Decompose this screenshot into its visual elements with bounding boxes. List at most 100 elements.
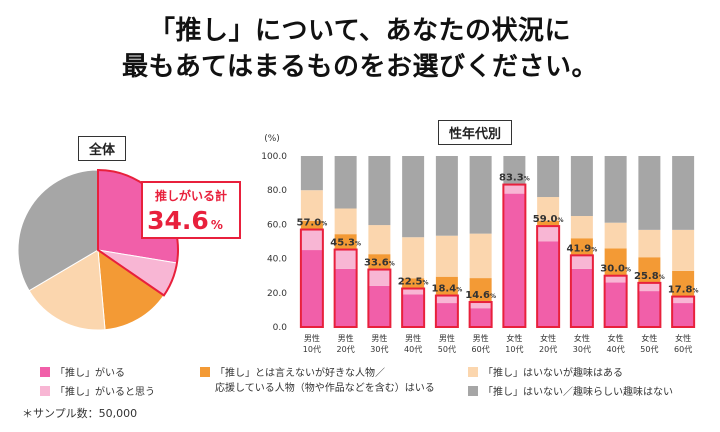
bar-segment-oshi-iru-to-omou [570,255,593,269]
callout-title: 推しがいる計 [155,188,227,203]
callout-value: 34.6 [147,206,209,235]
bar-segment-suki-na-jinbutsu [368,254,391,270]
bar-segment-oshi-iru [672,303,695,327]
bar-segment-suki-na-jinbutsu [570,238,593,256]
bar-segment-oshi-iru-to-omou [469,302,492,309]
bar-segment-oshi-iru [334,268,357,327]
bar-segment-oshi-iru-to-omou [604,275,627,283]
bar-chart-label: 性年代別 [438,120,513,145]
bar-segment-oshi-iru [604,282,627,327]
y-axis-unit: (%) [264,134,280,144]
legend-label-line1: 「推し」とは言えないが好きな人物／ [215,368,385,379]
bar-segment-oshi-iru-to-omou [402,288,425,295]
bar-highlight-outline [569,254,594,329]
legend-item-shumi-aru: 「推し」はいないが趣味はある [468,366,623,381]
x-tick-label: 女性 [506,333,522,343]
x-tick-label: 女性 [608,333,624,343]
bar-segment-shumi-nai [402,156,425,238]
bar-segment-oshi-iru [638,291,661,327]
bar-segment-shumi-nai [435,156,458,236]
x-tick-label: 30代 [370,344,388,354]
x-tick-label: 30代 [573,344,591,354]
x-tick-label: 60代 [674,344,692,354]
x-tick-label: 60代 [472,344,490,354]
legend-label: 「推し」がいると思う [55,387,155,398]
page-title-line1: 「推し」について、あなたの状況に [149,16,571,46]
bar-segment-shumi-aru [537,197,560,221]
bar-segment-shumi-aru [368,225,391,255]
x-tick-label: 女性 [574,333,590,343]
legend-item-shumi-nai: 「推し」はいない／趣味らしい趣味はない [468,385,673,400]
bar-segment-oshi-iru-to-omou [672,296,695,304]
bar-segment-shumi-nai [368,156,391,226]
bar-total-label: 33.6% [364,258,395,269]
bar-highlight-outline [468,301,493,328]
bar-segment-shumi-aru [300,190,323,221]
legend-item-oshi-iru-to-omou: 「推し」がいると思う [40,385,155,400]
bar-chart: (%)0.020.040.060.080.0100.057.0%男性10代45.… [261,134,698,354]
y-tick-label: 0.0 [273,323,288,333]
bar-segment-oshi-iru-to-omou [503,184,526,194]
y-tick-label: 20.0 [267,289,287,299]
bar-total-label: 30.0% [600,264,631,275]
pie-slice-suki-na-jinbutsu [97,248,165,331]
callout-unit: % [211,218,223,232]
bar-segment-shumi-nai [537,156,560,198]
x-tick-label: 50代 [438,344,456,354]
y-tick-label: 100.0 [261,152,287,162]
legend-swatch [468,386,478,396]
bar-segment-oshi-iru [469,308,492,327]
legend-item-suki-na-jinbutsu: 「推し」とは言えないが好きな人物／ 応援している人物（物や作品などを含む）はいる [200,366,435,396]
bar-segment-oshi-iru [537,241,560,327]
legend-swatch [40,367,50,377]
bar-segment-suki-na-jinbutsu [672,270,695,297]
bar-segment-suki-na-jinbutsu [638,257,661,283]
legend-item-oshi-iru: 「推し」がいる [40,366,125,381]
sample-size-note: ＊サンプル数：50,000 [22,407,138,420]
bar-segment-shumi-aru [402,237,425,279]
bar-total-label: 22.5% [398,277,429,288]
bar-segment-oshi-iru [368,285,391,327]
bar-segment-shumi-nai [334,156,357,209]
x-tick-label: 40代 [404,344,422,354]
bar-segment-oshi-iru-to-omou [368,269,391,286]
bar-segment-shumi-aru [435,235,458,277]
bar-segment-shumi-aru [604,222,627,249]
legend-label: 「推し」はいないが趣味はある [483,368,623,379]
bar-highlight-outline [637,281,662,329]
bar-segment-shumi-aru [469,233,492,279]
bar-segment-shumi-nai [469,156,492,234]
bar-total-label: 25.8% [634,271,665,282]
bar-segment-oshi-iru-to-omou [537,226,560,242]
x-tick-label: 女性 [641,333,657,343]
bar-highlight-outline [603,274,628,329]
bar-segment-oshi-iru-to-omou [334,249,357,269]
bar-segment-shumi-nai [672,156,695,230]
pie-callout: 推しがいる計 34.6% [141,181,241,239]
x-tick-label: 女性 [540,333,556,343]
legend-label: 「推し」がいる [55,368,125,379]
x-tick-label: 男性 [338,333,354,343]
x-tick-label: 20代 [337,344,355,354]
bar-segment-shumi-aru [570,216,593,239]
legend-swatch [200,367,210,377]
bar-segment-suki-na-jinbutsu [334,234,357,250]
bar-segment-suki-na-jinbutsu [537,220,560,227]
bar-segment-oshi-iru [503,193,526,327]
bar-total-label: 41.9% [567,243,598,254]
legend-swatch [468,367,478,377]
x-tick-label: 20代 [539,344,557,354]
bar-highlight-outline [299,228,324,328]
bar-segment-shumi-aru [334,208,357,235]
bar-segment-shumi-aru [638,229,661,258]
x-tick-label: 男性 [304,333,320,343]
y-tick-label: 40.0 [267,255,287,265]
bar-segment-oshi-iru-to-omou [300,229,323,251]
bar-segment-shumi-nai [604,156,627,223]
x-tick-label: 40代 [607,344,625,354]
x-tick-label: 男性 [439,333,455,343]
callout-value-group: 34.6% [147,206,223,235]
legend-swatch [40,386,50,396]
y-tick-label: 80.0 [267,186,287,196]
